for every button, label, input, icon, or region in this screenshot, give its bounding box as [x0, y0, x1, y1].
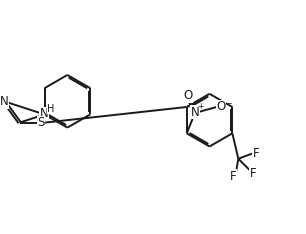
- Text: F: F: [252, 147, 259, 160]
- Text: N: N: [39, 107, 48, 120]
- Text: O: O: [183, 89, 192, 102]
- Text: O: O: [216, 100, 226, 113]
- Text: +: +: [198, 102, 204, 111]
- Text: N: N: [191, 106, 200, 119]
- Text: N: N: [0, 95, 8, 108]
- Text: F: F: [250, 167, 257, 180]
- Text: F: F: [230, 170, 236, 183]
- Text: −: −: [224, 99, 231, 108]
- Text: S: S: [37, 116, 45, 129]
- Text: H: H: [47, 104, 54, 114]
